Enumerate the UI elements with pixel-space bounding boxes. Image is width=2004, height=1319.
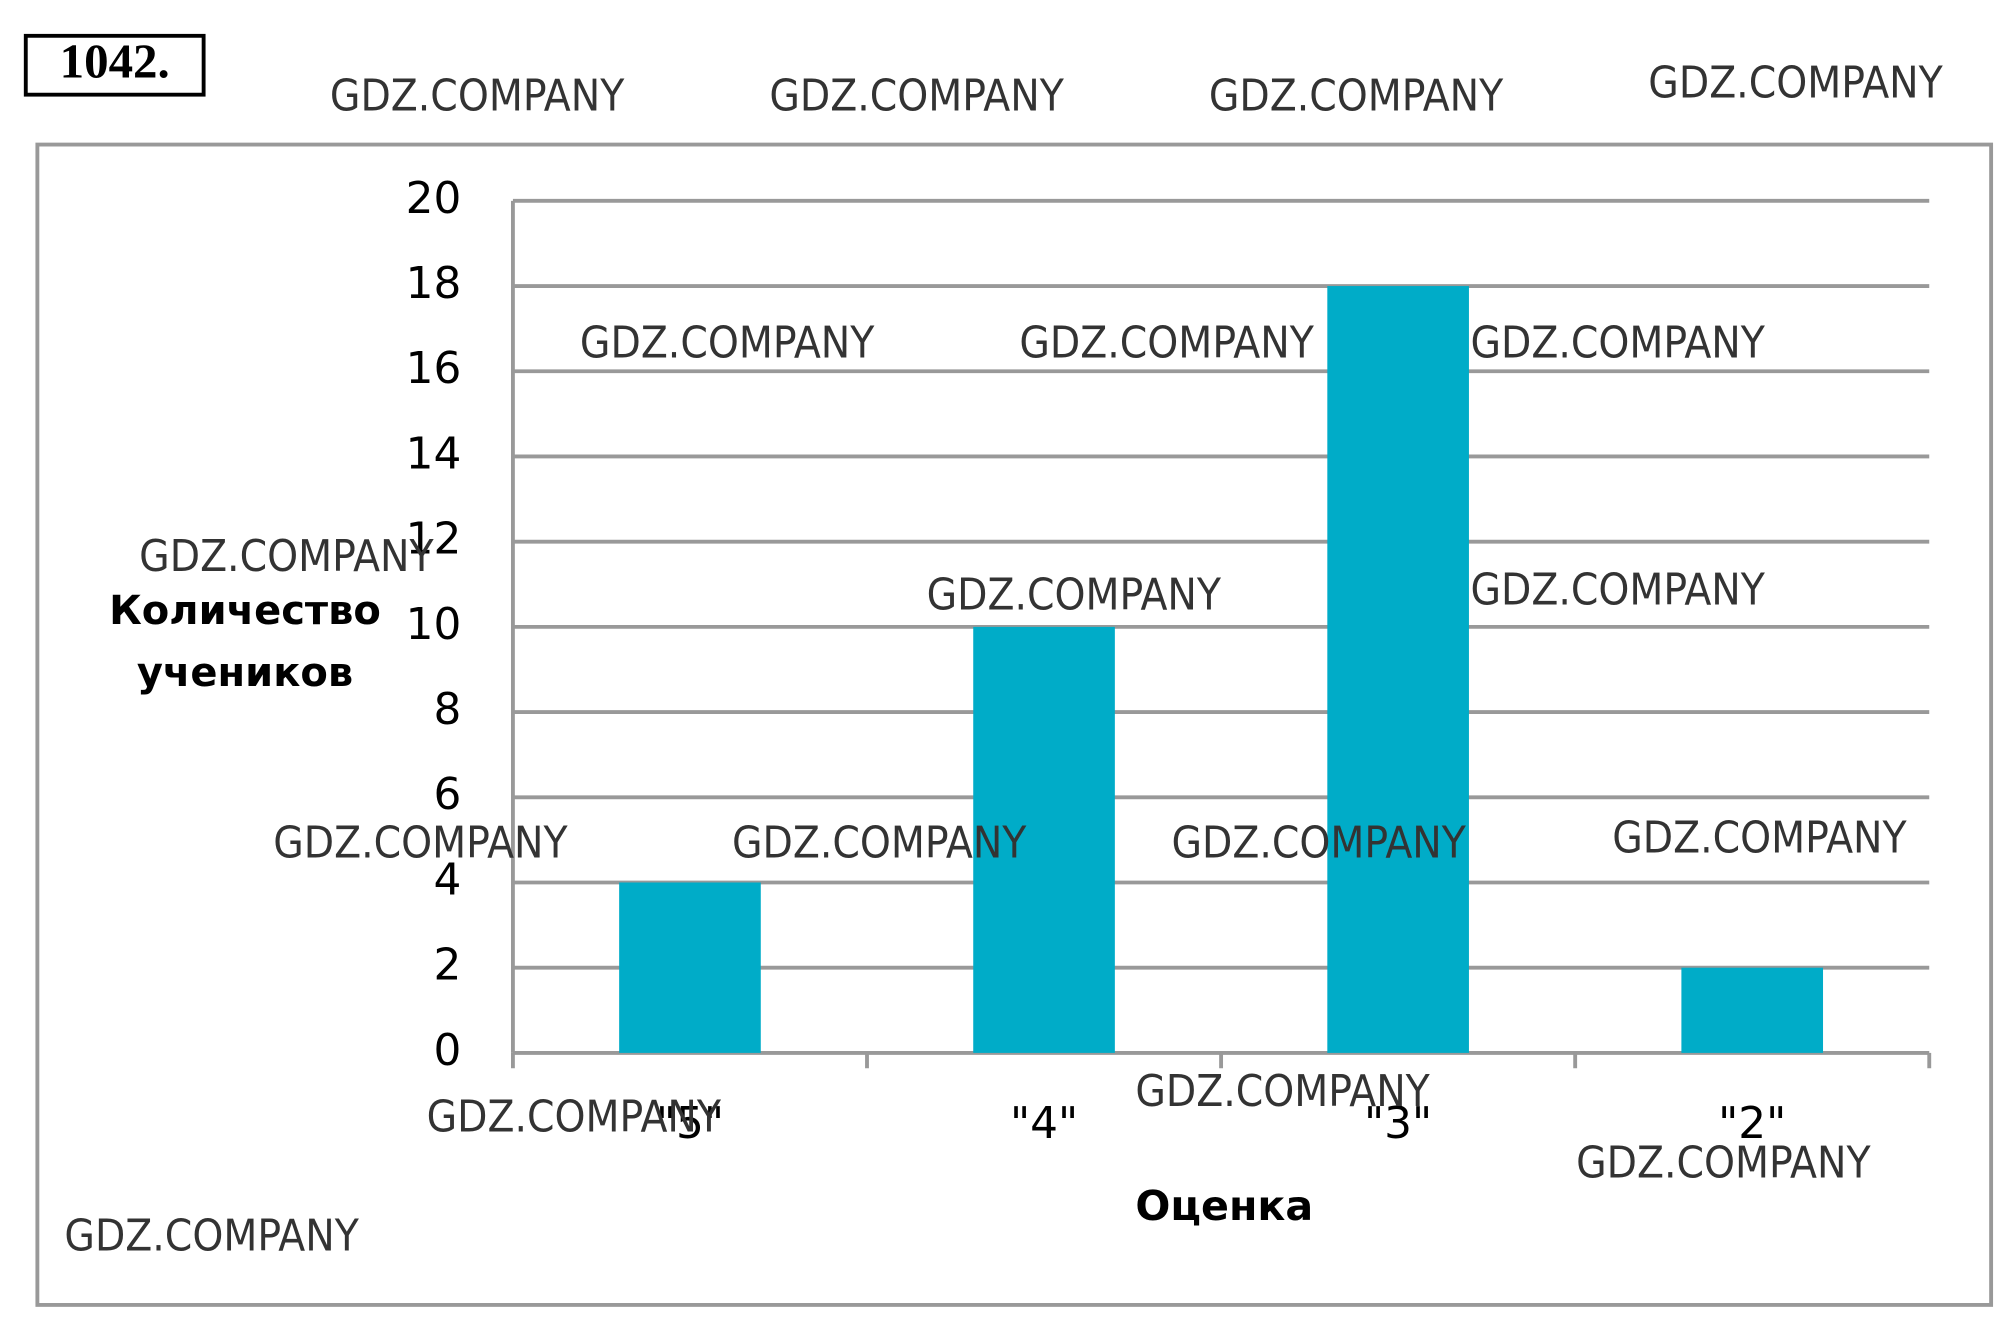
y-tick-label: 14 bbox=[406, 429, 462, 480]
y-tick-label: 4 bbox=[434, 855, 462, 906]
bar bbox=[1327, 286, 1469, 1053]
watermark: GDZ.COMPANY bbox=[1019, 318, 1314, 369]
watermark: GDZ.COMPANY bbox=[427, 1092, 722, 1143]
bar bbox=[973, 626, 1115, 1053]
bar bbox=[619, 882, 761, 1053]
watermark: GDZ.COMPANY bbox=[1209, 71, 1504, 122]
watermark: GDZ.COMPANY bbox=[769, 71, 1064, 122]
y-tick-label: 16 bbox=[406, 343, 462, 394]
y-axis-label: Количество учеников bbox=[109, 588, 381, 696]
watermark: GDZ.COMPANY bbox=[580, 318, 875, 369]
y-tick-label: 12 bbox=[406, 514, 462, 565]
y-tick-label: 0 bbox=[434, 1025, 462, 1076]
bar bbox=[1681, 967, 1824, 1053]
watermark: GDZ.COMPANY bbox=[64, 1211, 359, 1262]
watermark: GDZ.COMPANY bbox=[1470, 318, 1765, 369]
y-tick-label: 18 bbox=[406, 258, 462, 309]
watermark: GDZ.COMPANY bbox=[273, 818, 568, 869]
y-tick-label: 20 bbox=[406, 173, 462, 224]
chart-frame bbox=[35, 142, 1994, 1307]
x-axis-label: Оценка bbox=[1135, 1182, 1313, 1230]
watermark: GDZ.COMPANY bbox=[1576, 1138, 1871, 1189]
x-tick-label: "3" bbox=[1364, 1098, 1432, 1149]
watermark: GDZ.COMPANY bbox=[1612, 813, 1907, 864]
x-tick-label: "4" bbox=[1010, 1098, 1078, 1149]
x-tick-label: "5" bbox=[656, 1098, 724, 1149]
y-tick-label: 10 bbox=[406, 599, 462, 650]
problem-number: 1042. bbox=[60, 35, 170, 89]
x-tick-label: "2" bbox=[1718, 1098, 1786, 1149]
y-tick-label: 6 bbox=[434, 769, 462, 820]
watermark: GDZ.COMPANY bbox=[139, 531, 434, 582]
y-tick-label: 8 bbox=[434, 684, 462, 735]
watermark: GDZ.COMPANY bbox=[732, 818, 1027, 869]
watermark: GDZ.COMPANY bbox=[1470, 564, 1765, 615]
watermark: GDZ.COMPANY bbox=[330, 71, 625, 122]
watermark: GDZ.COMPANY bbox=[927, 570, 1222, 621]
y-tick-label: 2 bbox=[434, 940, 462, 991]
problem-box bbox=[23, 33, 206, 97]
watermark: GDZ.COMPANY bbox=[1135, 1066, 1430, 1117]
watermark: GDZ.COMPANY bbox=[1171, 818, 1466, 869]
watermark: GDZ.COMPANY bbox=[1648, 58, 1943, 109]
